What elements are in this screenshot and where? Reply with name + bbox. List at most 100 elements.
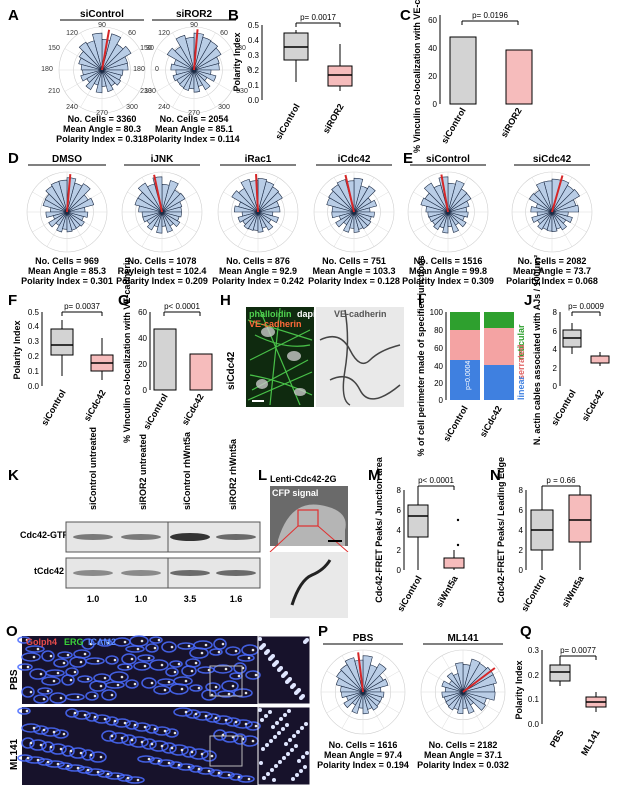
panel-o-images: Golph4 ERG ICAM2 PBS ML141 bbox=[9, 635, 311, 786]
stain-label: VE-cadherin bbox=[249, 319, 302, 329]
panel-label-n: N bbox=[490, 467, 501, 484]
rose-stat: No. Cells = 751 bbox=[322, 256, 386, 266]
image-title: Lenti-Cdc42-2G bbox=[270, 474, 337, 484]
category-label: siWnt5a bbox=[560, 573, 586, 609]
legend-label: reticular bbox=[516, 324, 526, 360]
rose-stat: Mean Angle = 85.3 bbox=[28, 266, 106, 276]
condition-label: siCdc42 bbox=[226, 351, 237, 390]
quant-value: 1.0 bbox=[87, 594, 100, 604]
rose-stat: No. Cells = 1516 bbox=[414, 256, 483, 266]
angle-label: 330 bbox=[236, 88, 248, 95]
tick-label: 0 bbox=[439, 396, 444, 405]
y-axis-label: Polarity Index bbox=[12, 320, 22, 379]
panel-label-o: O bbox=[6, 623, 18, 640]
rose-stat: Polarity Index = 0.318 bbox=[56, 134, 148, 144]
rose-stat: No. Cells = 969 bbox=[35, 256, 99, 266]
tick-label: 0.3 bbox=[248, 51, 260, 60]
tick-label: 0.3 bbox=[28, 337, 40, 346]
tick-label: 4 bbox=[519, 526, 524, 535]
stain-label: VE-cadherin bbox=[334, 309, 387, 319]
category-label: siWnt5a bbox=[434, 573, 460, 609]
angle-label: 270 bbox=[188, 110, 200, 117]
rose-stat: Mean Angle = 85.1 bbox=[155, 124, 233, 134]
rose-stat: Polarity Index = 0.309 bbox=[402, 276, 494, 286]
stain-label: dapi bbox=[297, 309, 316, 319]
category-label: siControl bbox=[519, 574, 547, 613]
panel-label-h: H bbox=[220, 292, 231, 309]
panel-label-c: C bbox=[400, 7, 411, 24]
category-label: siCdc42 bbox=[580, 388, 606, 423]
panel-label-d: D bbox=[8, 150, 19, 167]
category-label: siControl bbox=[395, 574, 423, 613]
tick-label: 6 bbox=[553, 327, 558, 336]
tick-label: 0.1 bbox=[248, 81, 260, 90]
panel-label-a: A bbox=[8, 7, 19, 24]
panel-label-g: G bbox=[118, 292, 130, 309]
rose-stat: No. Cells = 2054 bbox=[160, 114, 229, 124]
tick-label: 80 bbox=[434, 326, 443, 335]
angle-label: 60 bbox=[128, 30, 136, 37]
tick-label: 0.1 bbox=[28, 367, 40, 376]
stain-label: phalloidin bbox=[249, 309, 292, 319]
rose-diagram bbox=[407, 171, 489, 253]
rose-title: DMSO bbox=[52, 154, 82, 165]
lane-label: siROR2 untreated bbox=[138, 434, 148, 510]
y-axis-label: Polarity Index bbox=[232, 32, 242, 91]
panel-label-f: F bbox=[8, 292, 17, 309]
rose-diagram bbox=[150, 26, 238, 114]
row-label: Cdc42-GTP bbox=[20, 530, 69, 540]
tick-label: 100 bbox=[430, 308, 444, 317]
category-label: siControl bbox=[141, 392, 169, 431]
category-label: PBS bbox=[548, 728, 566, 749]
quant-value: 1.6 bbox=[230, 594, 243, 604]
p-value: p< 0.0001 bbox=[418, 476, 454, 485]
rose-stat: No. Cells = 2182 bbox=[429, 740, 498, 750]
rose-stat: No. Cells = 1616 bbox=[329, 740, 398, 750]
category-label: siCdc42 bbox=[180, 392, 206, 427]
tick-label: 20 bbox=[138, 360, 147, 369]
angle-label: 0 bbox=[247, 66, 251, 73]
y-axis-label: Cdc42-FRET Peaks/ Junction area bbox=[374, 456, 384, 603]
rose-stat: Mean Angle = 99.8 bbox=[409, 266, 487, 276]
angle-label: 240 bbox=[66, 104, 78, 111]
legend-label: serrated bbox=[516, 344, 526, 380]
quant-value: 1.0 bbox=[135, 594, 148, 604]
tick-label: 60 bbox=[434, 344, 443, 353]
tick-label: 2 bbox=[397, 546, 402, 555]
tick-label: 8 bbox=[397, 486, 402, 495]
y-axis-label: % Vinculin co-localization with VE-cadhe… bbox=[122, 257, 132, 443]
rose-stat: Mean Angle = 73.7 bbox=[513, 266, 591, 276]
y-axis-label: % Vinculin co-localization with VE-cadhe… bbox=[412, 0, 422, 153]
category-label: siControl bbox=[549, 388, 577, 427]
panel-label-l: L bbox=[258, 467, 267, 484]
panel-h-images: siCdc42 phalloidin dapi VE-cadherin VE-c… bbox=[226, 307, 404, 407]
tick-label: 6 bbox=[397, 506, 402, 515]
stain-label: ICAM2 bbox=[88, 637, 116, 647]
tick-label: 0.1 bbox=[528, 695, 540, 704]
panel-label-p: P bbox=[318, 623, 328, 640]
tick-label: 40 bbox=[138, 334, 147, 343]
tick-label: 0.0 bbox=[248, 96, 260, 105]
tick-label: 8 bbox=[553, 308, 558, 317]
tick-label: 0.2 bbox=[28, 352, 40, 361]
angle-label: 30 bbox=[238, 45, 246, 52]
panel-label-k: K bbox=[8, 467, 19, 484]
plot-q: 0.0 0.1 0.2 0.3 Polarity Index p= 0.0077… bbox=[514, 646, 607, 757]
angle-label: 90 bbox=[98, 22, 106, 29]
rose-stat: Polarity Index = 0.209 bbox=[116, 276, 208, 286]
western-blot: siControl untreated siROR2 untreated siC… bbox=[20, 427, 261, 604]
plot-b: 0.0 0.1 0.2 0.3 0.4 0.5 Polarity Index p… bbox=[232, 13, 353, 141]
tick-label: 0.4 bbox=[248, 36, 260, 45]
tick-label: 2 bbox=[519, 546, 524, 555]
rose-stat: Polarity Index = 0.068 bbox=[506, 276, 598, 286]
p-value: p= 0.0077 bbox=[560, 646, 596, 655]
plot-c: 0 20 40 60 % Vinculin co-localization wi… bbox=[412, 0, 533, 153]
rose-stat: Polarity Index = 0.114 bbox=[148, 134, 239, 144]
y-axis-label: Cdc42-FRET Peaks/ Leading Edge bbox=[496, 457, 506, 603]
rose-diagram bbox=[420, 649, 506, 735]
angle-label: 300 bbox=[126, 104, 138, 111]
category-label: siControl bbox=[441, 404, 469, 443]
tick-label: 0.3 bbox=[528, 646, 540, 655]
angle-label: 240 bbox=[158, 104, 170, 111]
angle-label: 30 bbox=[146, 45, 154, 52]
